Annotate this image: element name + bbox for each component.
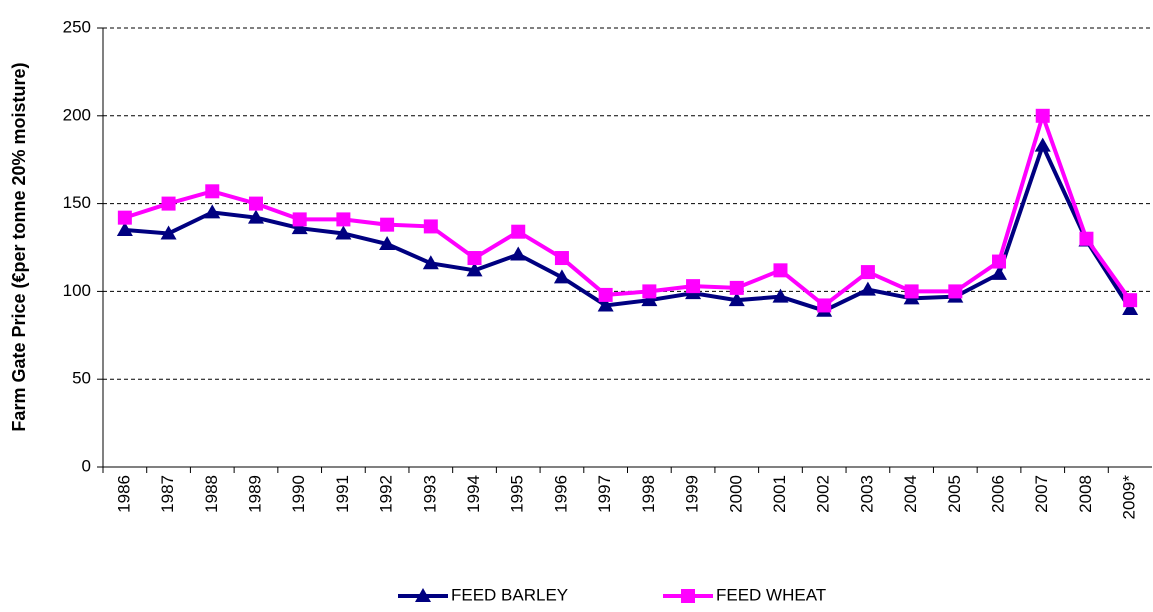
point (466, 262, 483, 277)
point (415, 588, 431, 602)
point (160, 225, 177, 240)
x-tick-label: 1998 (639, 475, 658, 513)
point (248, 196, 263, 211)
point (510, 246, 527, 261)
point (1034, 137, 1051, 152)
point (117, 210, 132, 225)
series-line (124, 109, 1132, 308)
x-tick-label: 2003 (857, 475, 876, 513)
point (1123, 293, 1138, 308)
x-tick-label: 1999 (683, 475, 702, 513)
x-tick-label: 1987 (158, 475, 177, 513)
y-tick-label: 150 (63, 193, 91, 212)
point (205, 184, 220, 199)
point (729, 280, 744, 295)
point (467, 251, 482, 266)
point (511, 224, 526, 239)
y-axis-label: Farm Gate Price (€per tonne 20% moisture… (9, 62, 29, 431)
point (686, 279, 701, 294)
x-tick-label: 1990 (289, 475, 308, 513)
x-tick-label: 2005 (945, 475, 964, 513)
point (991, 265, 1008, 280)
x-tick-label: 1986 (114, 475, 133, 513)
point (904, 284, 919, 299)
point (817, 298, 832, 313)
point (860, 265, 875, 280)
point (642, 284, 657, 299)
point (681, 589, 695, 603)
point (423, 219, 438, 234)
point (772, 288, 789, 303)
point (728, 292, 745, 307)
series-line (124, 140, 1132, 313)
x-tick-label: 2004 (901, 475, 920, 513)
point (422, 255, 439, 270)
y-tick-label: 100 (63, 281, 91, 300)
x-tick-label: 2006 (989, 475, 1008, 513)
y-tick-label: 200 (63, 105, 91, 124)
x-tick-label: 2009* (1120, 475, 1139, 520)
point (161, 196, 176, 211)
point (335, 225, 352, 240)
legend-label: FEED WHEAT (716, 585, 826, 604)
point (1122, 300, 1139, 315)
point (553, 269, 570, 284)
point (948, 284, 963, 299)
point (204, 204, 221, 219)
point (380, 217, 395, 232)
x-tick-label: 2008 (1076, 475, 1095, 513)
y-tick-label: 250 (63, 17, 91, 36)
point (554, 251, 569, 266)
x-tick-label: 1991 (333, 475, 352, 513)
x-tick-label: 2001 (770, 475, 789, 513)
x-tick-label: 1992 (377, 475, 396, 513)
x-tick-label: 2002 (814, 475, 833, 513)
legend-label: FEED BARLEY (451, 585, 568, 604)
x-tick-label: 1997 (595, 475, 614, 513)
point (641, 292, 658, 307)
point (1079, 231, 1094, 246)
point (379, 235, 396, 250)
point (336, 212, 351, 227)
point (116, 221, 133, 236)
y-tick-label: 50 (72, 369, 91, 388)
x-tick-label: 1994 (464, 475, 483, 513)
point (291, 220, 308, 235)
x-tick-label: 1989 (245, 475, 264, 513)
point (859, 281, 876, 296)
x-tick-label: 2007 (1032, 475, 1051, 513)
point (1035, 108, 1050, 123)
x-tick-label: 2000 (726, 475, 745, 513)
x-tick-label: 1988 (202, 475, 221, 513)
y-tick-label: 0 (82, 456, 91, 475)
point (992, 254, 1007, 269)
x-tick-label: 1993 (420, 475, 439, 513)
point (292, 212, 307, 227)
x-tick-label: 1995 (508, 475, 527, 513)
point (773, 263, 788, 278)
x-tick-label: 1996 (551, 475, 570, 513)
point (247, 209, 264, 224)
point (598, 287, 613, 302)
point (597, 297, 614, 312)
